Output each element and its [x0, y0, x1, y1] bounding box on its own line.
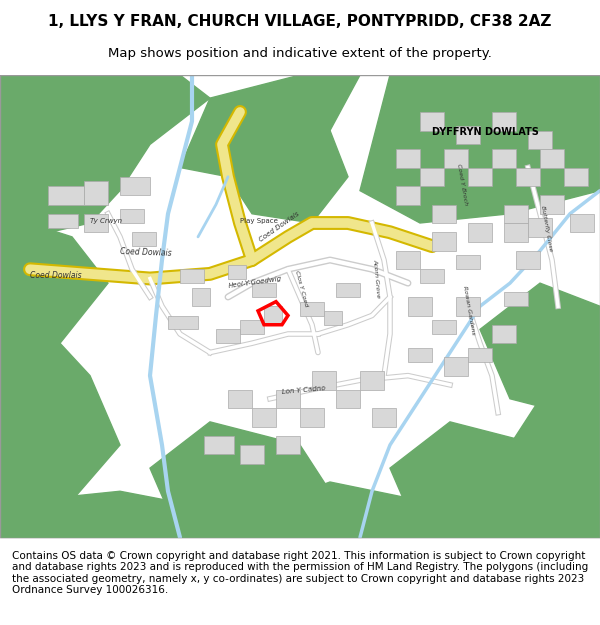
Polygon shape — [480, 283, 600, 422]
Bar — [468, 348, 492, 362]
Bar — [228, 264, 246, 279]
Bar — [432, 232, 456, 251]
Bar — [312, 371, 336, 389]
Text: Coed Dowlais: Coed Dowlais — [258, 211, 300, 242]
Bar — [492, 325, 516, 343]
Bar — [252, 283, 276, 297]
Bar — [276, 436, 300, 454]
Bar — [504, 292, 528, 306]
Text: Butterfly Close: Butterfly Close — [540, 205, 553, 252]
Polygon shape — [0, 75, 210, 237]
Text: 1, LLYS Y FRAN, CHURCH VILLAGE, PONTYPRIDD, CF38 2AZ: 1, LLYS Y FRAN, CHURCH VILLAGE, PONTYPRI… — [49, 14, 551, 29]
Text: Coed Dowlais: Coed Dowlais — [120, 247, 172, 258]
Bar — [408, 348, 432, 362]
Bar — [456, 126, 480, 144]
Bar — [336, 389, 360, 408]
Text: Coed Y Broch: Coed Y Broch — [456, 163, 468, 206]
Bar — [240, 445, 264, 464]
Bar — [516, 168, 540, 186]
Polygon shape — [0, 343, 120, 538]
Bar — [396, 251, 420, 269]
Text: DYFFRYN DOWLATS: DYFFRYN DOWLATS — [432, 127, 539, 137]
Polygon shape — [0, 214, 108, 352]
Bar — [528, 218, 552, 237]
Polygon shape — [228, 131, 348, 223]
Bar — [180, 269, 204, 283]
Bar — [84, 214, 108, 232]
Bar — [372, 408, 396, 426]
Bar — [528, 131, 552, 149]
Text: Contains OS data © Crown copyright and database right 2021. This information is : Contains OS data © Crown copyright and d… — [12, 551, 588, 596]
Bar — [48, 186, 84, 204]
Bar — [396, 186, 420, 204]
Bar — [132, 232, 156, 246]
Bar — [570, 214, 594, 232]
Polygon shape — [0, 214, 72, 316]
Bar — [324, 311, 342, 325]
Polygon shape — [390, 422, 600, 538]
Text: Play Space: Play Space — [240, 218, 278, 224]
Bar — [492, 149, 516, 168]
Bar — [444, 357, 468, 376]
Bar — [420, 168, 444, 186]
Bar — [420, 269, 444, 283]
Bar — [432, 204, 456, 223]
Polygon shape — [360, 75, 600, 223]
Text: Clos Y Coed: Clos Y Coed — [294, 270, 308, 308]
Bar — [240, 320, 264, 334]
Bar — [456, 297, 480, 316]
Bar — [456, 256, 480, 269]
Bar — [540, 195, 564, 214]
Bar — [396, 149, 420, 168]
Bar — [192, 288, 210, 306]
Bar — [120, 177, 150, 195]
Bar — [300, 302, 324, 316]
Bar — [204, 436, 234, 454]
Text: Ty Crwyn: Ty Crwyn — [90, 218, 122, 224]
Text: Acorn Grove: Acorn Grove — [372, 259, 380, 298]
Text: Heol-Y-Goedwig: Heol-Y-Goedwig — [228, 275, 283, 289]
Bar — [168, 316, 198, 329]
Polygon shape — [180, 75, 360, 177]
Bar — [336, 283, 360, 297]
Polygon shape — [0, 468, 600, 538]
Bar — [48, 214, 78, 228]
Bar — [420, 112, 444, 131]
Bar — [252, 408, 276, 426]
Bar — [468, 168, 492, 186]
Bar — [432, 320, 456, 334]
Bar — [504, 223, 528, 241]
Bar — [468, 223, 492, 241]
Bar — [516, 251, 540, 269]
Bar — [120, 209, 144, 223]
Bar — [276, 389, 300, 408]
Text: Map shows position and indicative extent of the property.: Map shows position and indicative extent… — [108, 48, 492, 61]
Bar — [228, 389, 252, 408]
Bar — [540, 149, 564, 168]
Bar — [504, 204, 528, 223]
Bar — [84, 181, 108, 204]
Bar — [300, 408, 324, 426]
Text: Rowan Gardens: Rowan Gardens — [462, 285, 476, 335]
Bar — [564, 168, 588, 186]
Bar — [360, 371, 384, 389]
Bar — [216, 329, 240, 343]
Polygon shape — [510, 399, 600, 538]
Bar — [264, 306, 282, 325]
Bar — [444, 149, 468, 168]
Text: Lon Y Cadno: Lon Y Cadno — [282, 386, 326, 395]
Polygon shape — [150, 422, 330, 538]
Bar — [408, 297, 432, 316]
Bar — [492, 112, 516, 131]
Text: Coed Dowlais: Coed Dowlais — [30, 271, 82, 281]
